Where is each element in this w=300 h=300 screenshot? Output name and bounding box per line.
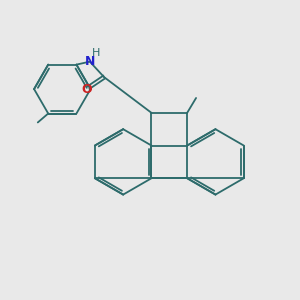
Text: O: O xyxy=(81,83,92,96)
Text: N: N xyxy=(85,55,95,68)
Text: H: H xyxy=(92,48,100,58)
